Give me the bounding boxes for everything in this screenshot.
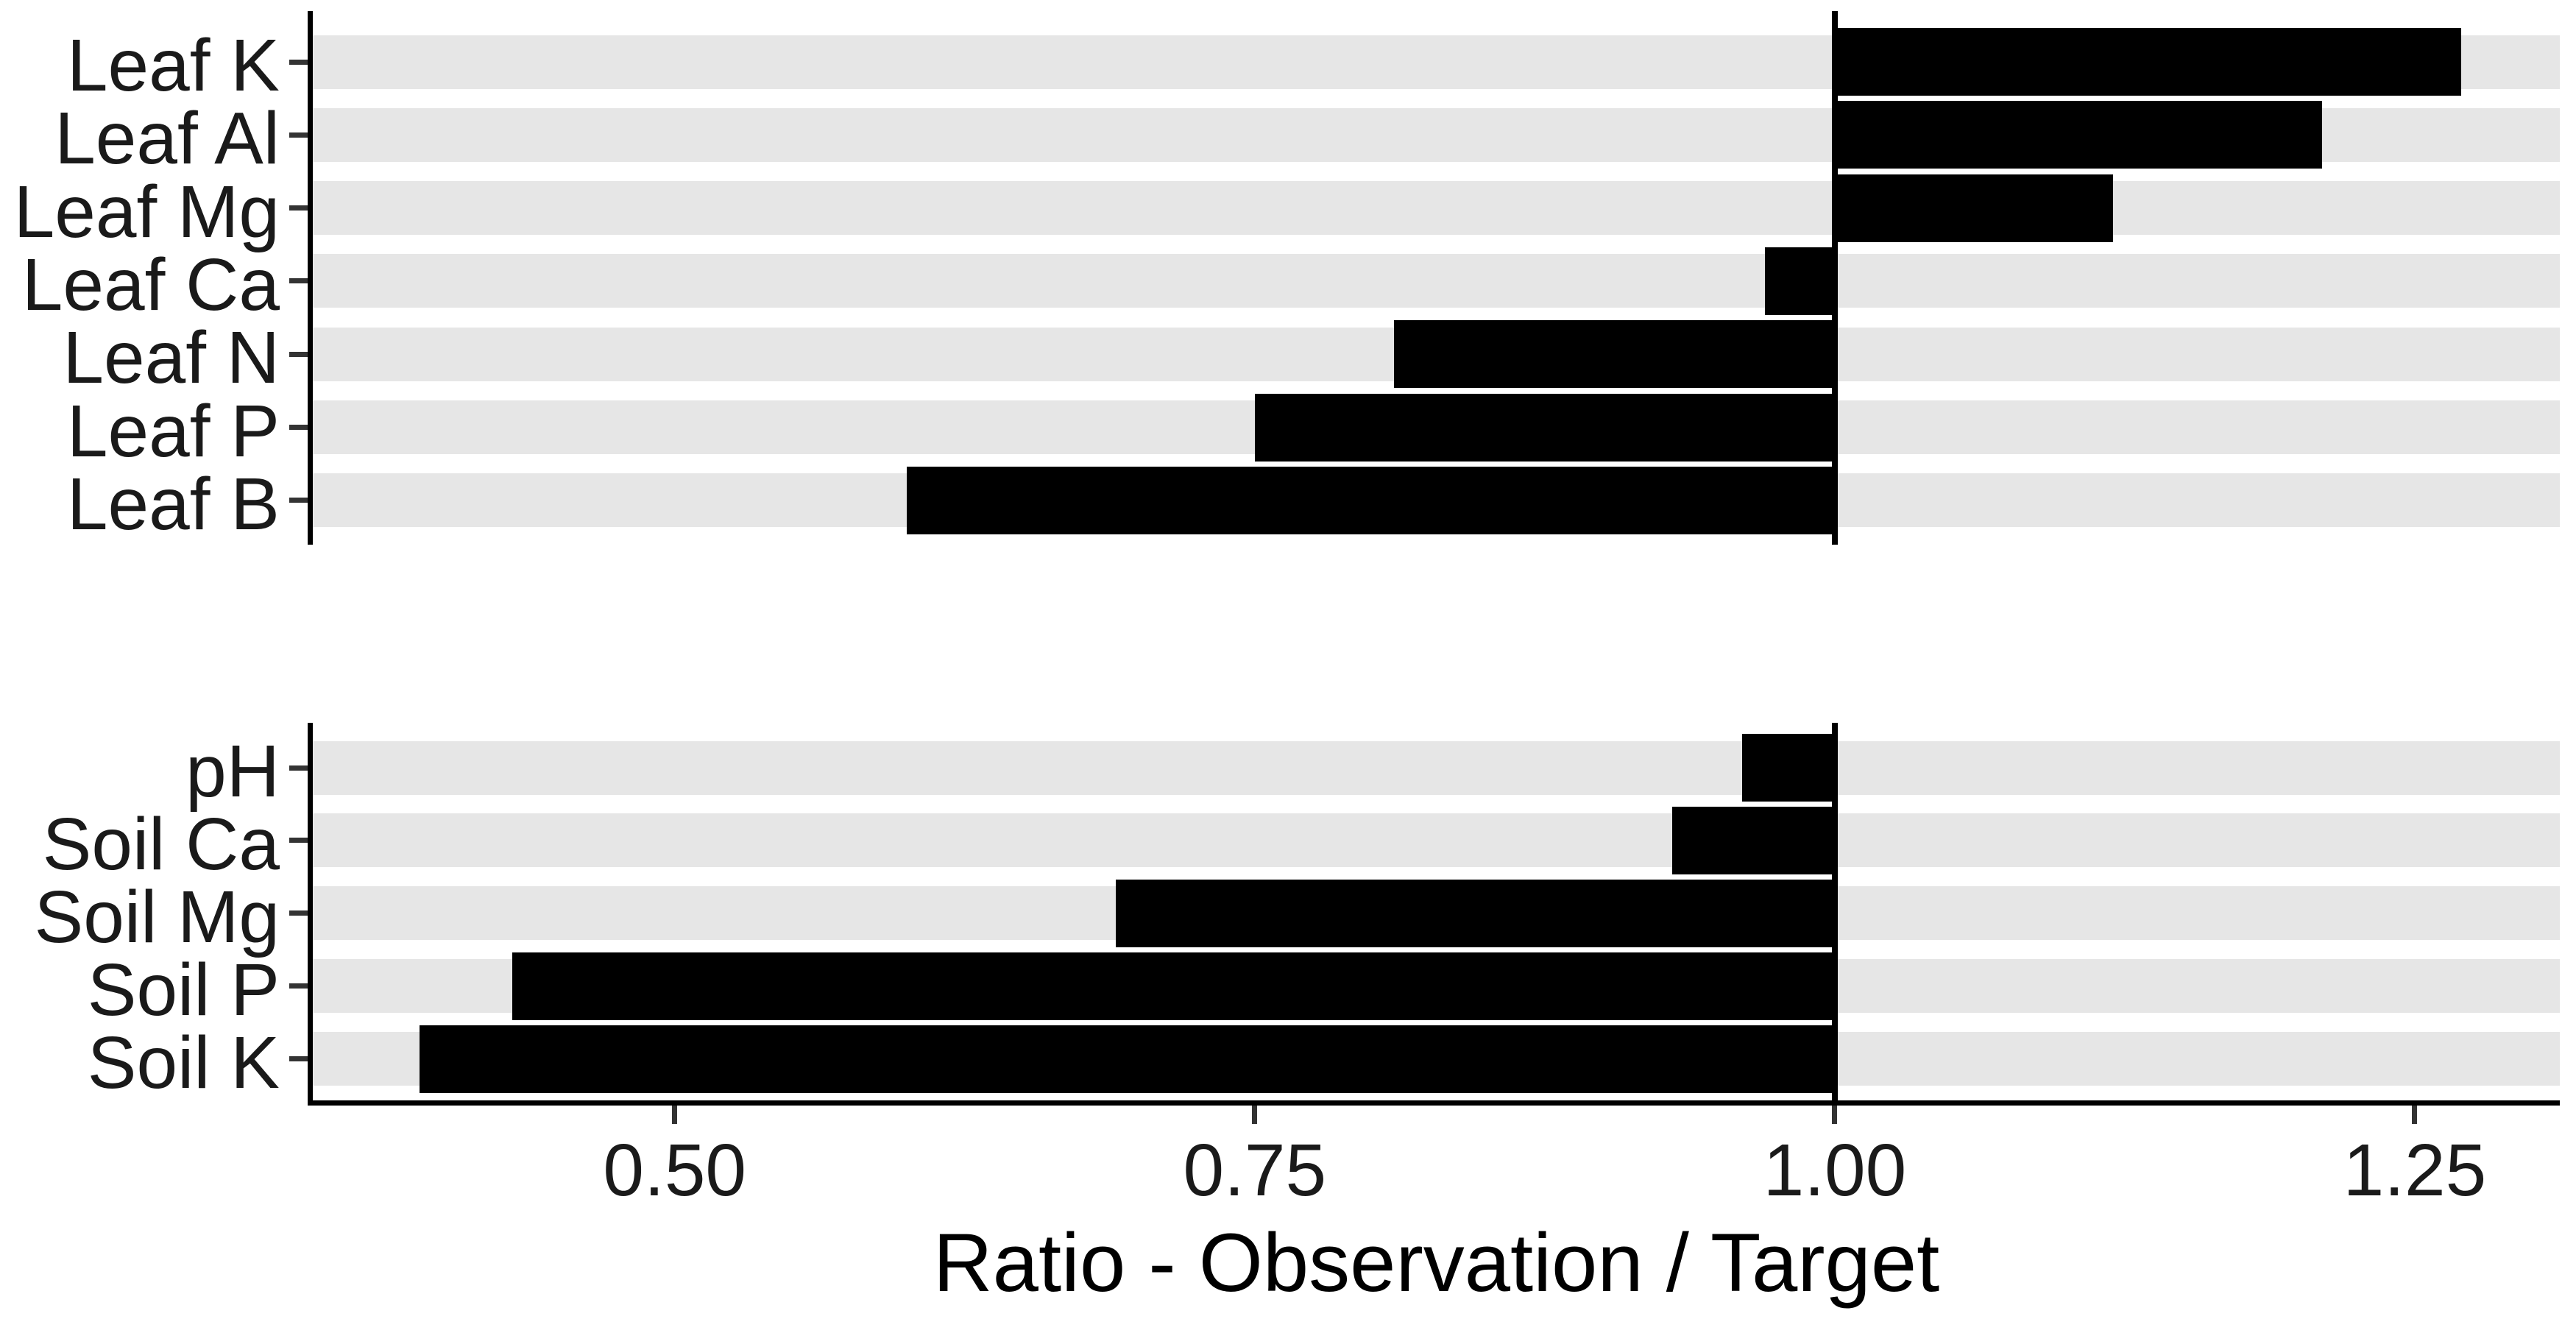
y-axis-tick [289, 59, 308, 65]
value-bar [1765, 247, 1835, 315]
y-axis-tick [289, 132, 308, 138]
y-axis-tick [289, 765, 308, 771]
x-axis-line [308, 1100, 2560, 1106]
x-axis-tick-label: 0.50 [603, 1129, 747, 1212]
value-bar [1834, 101, 2322, 169]
reference-line [1831, 11, 1838, 545]
category-stripe [313, 813, 2560, 868]
category-stripe [313, 254, 2560, 308]
x-axis-tick [1252, 1105, 1258, 1124]
y-axis-tick [289, 498, 308, 503]
y-axis-label: Leaf N [63, 317, 280, 400]
x-axis-tick-label: 0.75 [1183, 1129, 1327, 1212]
y-axis-label: Leaf K [66, 24, 280, 107]
y-axis-label: Leaf Al [54, 97, 280, 180]
y-axis-tick [289, 278, 308, 284]
category-stripe [313, 181, 2560, 236]
y-axis-label: Soil K [87, 1021, 280, 1104]
value-bar [1672, 806, 1835, 874]
y-axis-line [308, 723, 313, 1103]
value-bar [420, 1025, 1835, 1093]
y-axis-label: Leaf P [66, 389, 280, 473]
y-axis-tick [289, 351, 308, 357]
value-bar [1834, 28, 2462, 96]
value-bar [1834, 174, 2114, 242]
y-axis-tick [289, 838, 308, 844]
y-axis-tick [289, 910, 308, 916]
y-axis-label: Leaf B [66, 462, 280, 545]
value-bar [1115, 879, 1835, 947]
value-bar [1254, 393, 1835, 462]
value-bar [512, 952, 1835, 1020]
y-axis-label: Soil P [87, 948, 280, 1031]
x-axis-title: Ratio - Observation / Target [933, 1217, 1940, 1309]
x-axis-tick [2412, 1105, 2418, 1124]
y-axis-label: Leaf Mg [13, 170, 280, 253]
y-axis-label: pH [185, 730, 280, 813]
x-axis-tick [672, 1105, 678, 1124]
y-axis-tick [289, 205, 308, 211]
category-stripe [313, 740, 2560, 795]
value-bar [1741, 734, 1835, 802]
y-axis-tick [289, 425, 308, 430]
x-axis-tick [1832, 1105, 1838, 1124]
x-axis-tick-label: 1.00 [1763, 1129, 1907, 1212]
value-bar [1393, 320, 1835, 389]
x-axis-tick-label: 1.25 [2343, 1129, 2487, 1212]
y-axis-line [308, 11, 313, 545]
value-bar [906, 466, 1835, 534]
y-axis-label: Soil Ca [42, 802, 280, 885]
reference-line [1831, 723, 1838, 1103]
y-axis-label: Soil Mg [34, 875, 280, 958]
y-axis-label: Leaf Ca [21, 243, 280, 326]
y-axis-tick [289, 1056, 308, 1062]
y-axis-tick [289, 983, 308, 989]
